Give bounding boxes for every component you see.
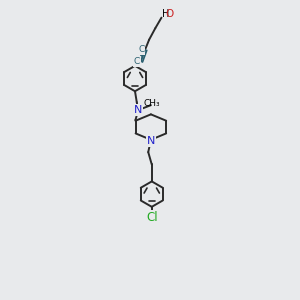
Text: H: H [162, 10, 169, 20]
Text: O: O [166, 10, 174, 20]
Text: Cl: Cl [146, 211, 158, 224]
Text: N: N [134, 105, 142, 115]
Text: N: N [147, 136, 155, 146]
Text: C: C [138, 45, 144, 54]
Text: C: C [134, 57, 140, 66]
Text: CH₃: CH₃ [143, 99, 160, 108]
